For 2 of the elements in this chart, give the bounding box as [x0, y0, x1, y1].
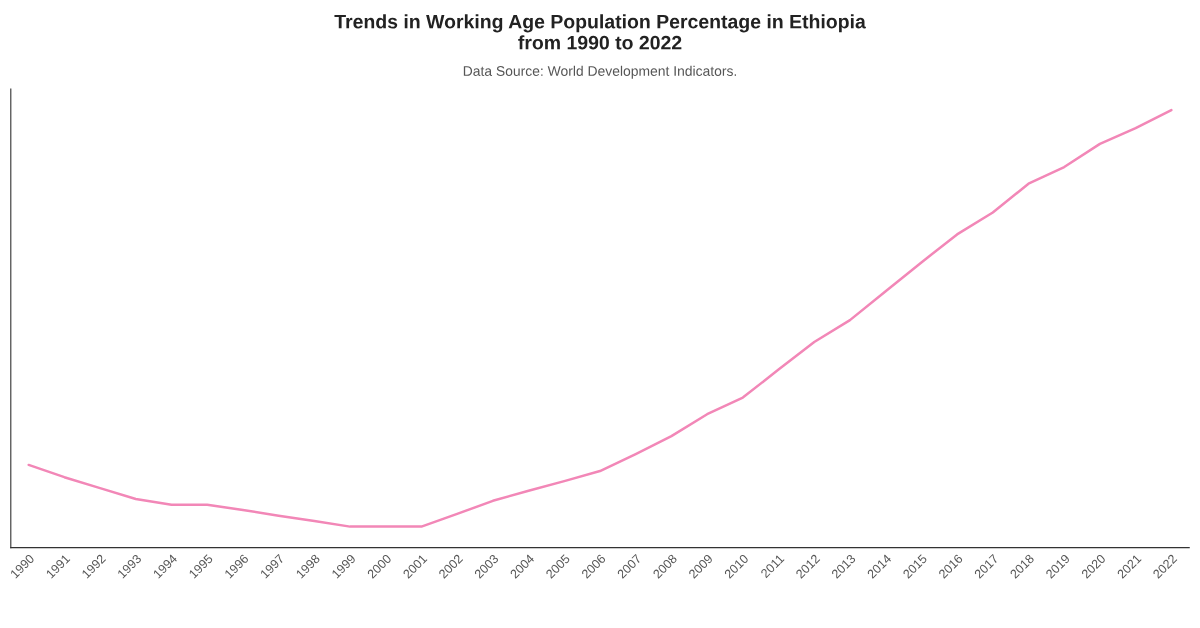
chart-title: Trends in Working Age Population Percentage in Ethiopia from 1990 to 2022	[334, 14, 866, 50]
chart-subtitle: Data Source: World Development Indicators.	[463, 65, 737, 79]
